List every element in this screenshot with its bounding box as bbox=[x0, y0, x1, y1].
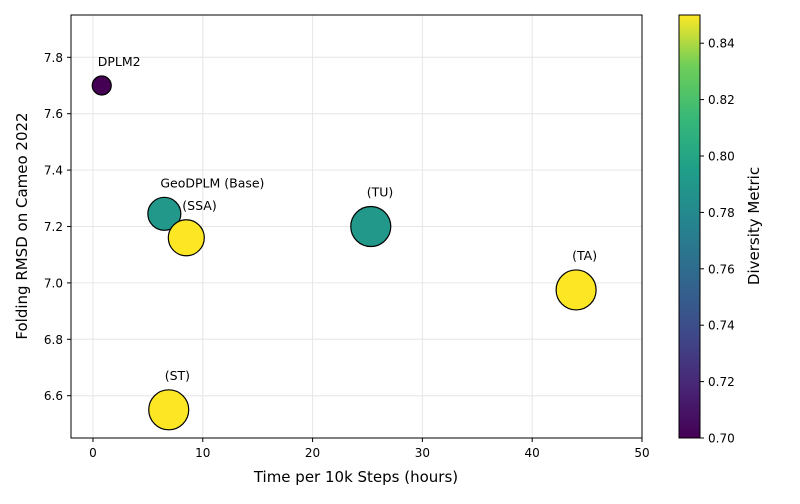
points-layer bbox=[91, 75, 597, 431]
data-point bbox=[148, 389, 190, 431]
y-tick-label: 7.6 bbox=[44, 107, 63, 121]
data-point bbox=[350, 205, 392, 248]
y-tick-label: 7.2 bbox=[44, 220, 63, 234]
y-tick-label: 7.0 bbox=[44, 276, 63, 290]
y-ticks: 6.6 6.8 7.0 7.2 7.4 7.6 7.8 bbox=[44, 51, 71, 403]
x-tick-label: 10 bbox=[195, 446, 210, 460]
x-tick-label: 50 bbox=[634, 446, 649, 460]
y-axis-label: Folding RMSD on Cameo 2022 bbox=[13, 112, 31, 339]
x-ticks: 0 10 20 30 40 50 bbox=[89, 438, 650, 460]
colorbar-tick-label: 0.80 bbox=[708, 150, 735, 164]
x-tick-label: 0 bbox=[89, 446, 97, 460]
point-label: (ST) bbox=[165, 368, 190, 383]
colorbar: 0.70 0.72 0.74 0.76 0.78 0.80 0.82 0.84 Diversi… bbox=[678, 14, 763, 446]
point-labels: DPLM2 GeoDPLM (Base) (SSA) (TU) (TA) (ST) bbox=[98, 54, 597, 383]
x-tick-label: 40 bbox=[525, 446, 540, 460]
x-axis-label: Time per 10k Steps (hours) bbox=[253, 468, 458, 486]
point-label: DPLM2 bbox=[98, 54, 141, 69]
point-label: (TA) bbox=[572, 248, 597, 263]
colorbar-tick-label: 0.72 bbox=[708, 375, 735, 389]
data-point bbox=[91, 75, 112, 96]
colorbar-tick-label: 0.74 bbox=[708, 319, 735, 333]
y-tick-label: 7.8 bbox=[44, 51, 63, 65]
x-tick-label: 20 bbox=[305, 446, 320, 460]
colorbar-tick-label: 0.78 bbox=[708, 206, 735, 220]
point-label: GeoDPLM (Base) bbox=[160, 175, 264, 190]
y-tick-label: 6.8 bbox=[44, 333, 63, 347]
colorbar-gradient bbox=[678, 14, 701, 439]
y-tick-label: 6.6 bbox=[44, 389, 63, 403]
x-tick-label: 30 bbox=[415, 446, 430, 460]
colorbar-label: Diversity Metric bbox=[745, 167, 763, 285]
data-point bbox=[555, 269, 597, 311]
colorbar-tick-label: 0.82 bbox=[708, 93, 735, 107]
colorbar-ticks: 0.70 0.72 0.74 0.76 0.78 0.80 0.82 0.84 bbox=[700, 37, 735, 446]
colorbar-tick-label: 0.84 bbox=[708, 37, 735, 51]
point-label: (TU) bbox=[367, 185, 394, 200]
colorbar-tick-label: 0.70 bbox=[708, 432, 735, 446]
point-label: (SSA) bbox=[182, 198, 216, 213]
data-point bbox=[147, 196, 182, 231]
colorbar-tick-label: 0.76 bbox=[708, 262, 735, 276]
y-tick-label: 7.4 bbox=[44, 164, 63, 178]
data-point bbox=[167, 219, 205, 257]
